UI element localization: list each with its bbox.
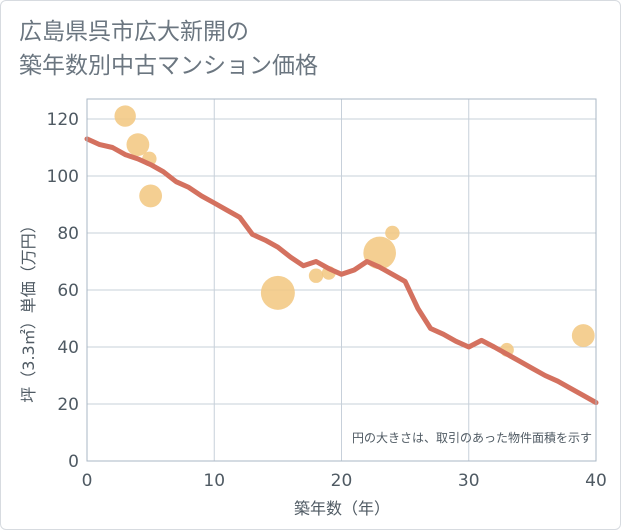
transaction-bubble	[385, 225, 400, 241]
price-trend-line	[84, 136, 599, 406]
x-tick-label: 40	[585, 471, 607, 491]
plot-border	[86, 98, 597, 462]
x-tick-label: 20	[331, 471, 353, 491]
title-line-1: 広島県呉市広大新開の	[19, 19, 249, 45]
y-tick-label: 40	[57, 338, 79, 358]
x-tick-labels: 0 10 20 30 40	[82, 471, 607, 491]
x-axis-label: 築年数（年）	[294, 499, 390, 518]
x-tick-label: 30	[458, 471, 480, 491]
x-tick-label: 10	[203, 471, 225, 491]
transaction-bubble	[114, 105, 136, 127]
y-tick-label: 120	[47, 110, 79, 130]
y-tick-label: 80	[57, 224, 79, 244]
transaction-bubble	[126, 133, 150, 157]
y-tick-label: 60	[57, 281, 79, 301]
y-axis-label: 坪（3.3㎡）単価（万円）	[19, 217, 38, 402]
y-tick-label: 100	[47, 167, 79, 187]
transaction-bubble	[260, 275, 295, 310]
chart-title: 広島県呉市広大新開の 築年数別中古マンション価格	[19, 15, 579, 83]
transaction-bubble	[571, 324, 595, 347]
x-tick-label: 0	[82, 471, 93, 491]
y-tick-label: 20	[57, 395, 79, 415]
transaction-bubble	[308, 268, 324, 283]
y-tick-labels: 0 20 40 60 80 100 120	[47, 110, 79, 472]
title-line-2: 築年数別中古マンション価格	[19, 53, 318, 79]
transaction-bubble	[139, 184, 163, 208]
bubble-size-note: 円の大きさは、取引のあった物件面積を示す	[352, 430, 592, 445]
y-tick-label: 0	[68, 452, 79, 472]
